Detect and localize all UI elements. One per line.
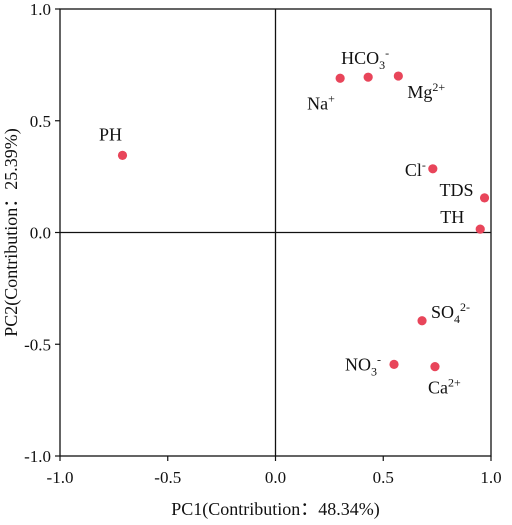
y-tick-label: 0.5 [30, 112, 51, 131]
data-point [117, 150, 128, 160]
data-point [417, 316, 427, 326]
point-label: SO42- [431, 300, 470, 326]
point-label: Cl- [405, 158, 426, 180]
axis-ticks: -1.0 -0.5 0.0 0.5 1.0 -1.0 -0.5 0.0 0.5 1.0 [24, 0, 502, 487]
y-tick-label: 1.0 [30, 0, 51, 19]
y-axis-title: PC2(Contribution：25.39%) [1, 128, 22, 337]
point-label: PH [99, 124, 122, 144]
data-point [335, 73, 345, 83]
data-point [479, 193, 490, 203]
x-tick-label: 0.0 [265, 468, 286, 487]
point-label: TDS [440, 180, 474, 200]
y-tick-label: -1.0 [24, 447, 51, 466]
x-tick-label: 1.0 [480, 468, 501, 487]
y-tick-label: 0.0 [30, 224, 51, 243]
x-tick-label: -1.0 [47, 468, 74, 487]
point-label: Mg2+ [407, 80, 445, 102]
y-tick-label: -0.5 [24, 335, 51, 354]
point-label: HCO3- [341, 46, 389, 72]
x-tick-label: -0.5 [154, 468, 181, 487]
data-point [389, 359, 399, 369]
data-points [117, 71, 490, 372]
data-point [475, 224, 485, 234]
point-labels: PH Na+ HCO3- Mg2+ Cl- TDS TH SO42- NO3- Ca2+ [99, 46, 474, 397]
data-point [363, 72, 373, 82]
zero-reference-lines [60, 9, 491, 456]
point-label: Na+ [307, 91, 335, 113]
data-point [428, 164, 438, 174]
point-label: Ca2+ [428, 376, 461, 398]
data-point [430, 362, 440, 372]
point-label: NO3- [345, 352, 381, 378]
x-tick-label: 0.5 [373, 468, 394, 487]
x-axis-title: PC1(Contribution：48.34%) [171, 499, 380, 520]
data-point [393, 71, 403, 81]
point-label: TH [440, 207, 464, 227]
